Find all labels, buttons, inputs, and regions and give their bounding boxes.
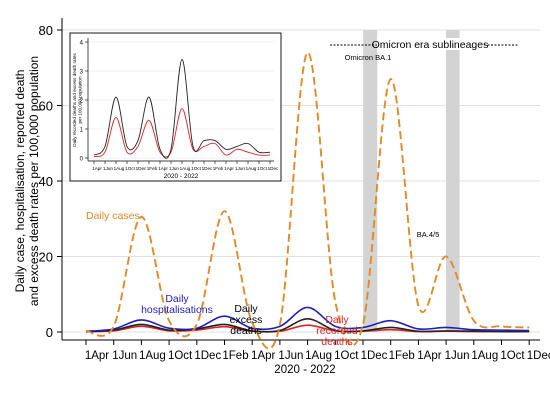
x-tick-label: 1Oct	[334, 350, 359, 362]
inset-x-tick-label: 1Oct	[191, 166, 201, 171]
label-omicron-ba1: Omicron BA.1	[345, 53, 392, 62]
x-tick-label: 1Apr	[85, 350, 109, 362]
x-tick-label: 1Dec	[194, 350, 221, 362]
inset-x-tick-label: 1Dec	[268, 166, 279, 171]
x-tick-label: 1Feb	[389, 350, 415, 362]
main-labels: Daily cases Daily hospitalisations Daily exc…	[86, 38, 518, 348]
omicron-shaded-periods	[363, 30, 460, 332]
inset-x-axis-title: 2020 - 2022	[164, 173, 199, 180]
y-tick-label: 60	[39, 99, 53, 114]
inset-y-tick-label: 0	[80, 157, 84, 163]
x-axis-title: 2020 - 2022	[274, 364, 335, 376]
x-tick-label: 1Jun	[112, 350, 137, 362]
inset-x-tick-label: 1Jun	[235, 166, 245, 171]
shaded-period	[363, 30, 378, 332]
y-tick-label: 40	[39, 174, 53, 189]
inset-x-tick-label: 1Oct	[257, 166, 267, 171]
inset-x-tick-label: 1Aug	[180, 166, 191, 171]
x-tick-label: 1Oct	[500, 350, 525, 362]
label-daily-hospitalisations: Daily hospitalisations	[141, 293, 213, 316]
inset-y-tick-label: 1	[80, 128, 84, 134]
x-tick-label: 1Apr	[417, 350, 441, 362]
inset-x-tick-label: 1Apr	[92, 166, 102, 171]
y-tick-label: 20	[39, 250, 53, 265]
inset-x-tick-label: 1Oct	[125, 166, 135, 171]
inset-y-tick-label: 4	[80, 41, 84, 47]
series-line-daily-cases	[85, 51, 530, 350]
inset-x-tick-label: 1Feb	[147, 166, 158, 171]
inset-x-tick-label: 1Jun	[169, 166, 179, 171]
x-tick-label: 1Apr	[251, 350, 275, 362]
x-tick-label: 1Jun	[445, 350, 470, 362]
inset-x-tick-label: 1Dec	[136, 166, 147, 171]
inset-x-tick-label: 1Aug	[246, 166, 257, 171]
y-tick-label: 80	[39, 23, 53, 38]
x-tick-label: 1Dec	[361, 350, 388, 362]
label-daily-recorded-deaths: Daily recorded deaths	[316, 314, 358, 348]
x-tick-label: 1Aug	[471, 350, 498, 362]
label-omicron-era: Omicron era sublineages	[372, 39, 489, 51]
y-tick-label: 0	[46, 325, 53, 340]
x-tick-label: 1Feb	[222, 350, 248, 362]
y-axis-title: Daily case, hospitalisation, reported de…	[13, 56, 41, 306]
inset-x-tick-label: 1Jun	[103, 166, 113, 171]
x-tick-label: 1Aug	[305, 350, 332, 362]
x-tick-label: 1Aug	[139, 350, 166, 362]
label-ba45: BA.4/5	[417, 230, 440, 239]
inset-x-tick-label: 1Apr	[224, 166, 234, 171]
inset-x-tick-label: 1Feb	[213, 166, 224, 171]
x-tick-label: 1Dec	[527, 350, 550, 362]
inset-x-tick-label: 1Dec	[202, 166, 213, 171]
main-series	[85, 51, 530, 350]
inset-x-tick-label: 1Aug	[114, 166, 125, 171]
label-daily-cases: Daily cases	[86, 210, 140, 222]
inset-y-tick-label: 2	[80, 99, 84, 105]
inset-y-axis-title: Daily recorded deaths and excess death r…	[72, 53, 83, 147]
inset-y-tick-label: 3	[80, 70, 84, 76]
label-daily-excess-deaths: Daily excess deaths	[230, 303, 263, 337]
shaded-period	[445, 30, 460, 332]
inset-x-tick-label: 1Apr	[158, 166, 168, 171]
omicron-era-label-bg	[377, 38, 483, 50]
x-tick-label: 1Oct	[168, 350, 193, 362]
x-tick-label: 1Jun	[278, 350, 303, 362]
